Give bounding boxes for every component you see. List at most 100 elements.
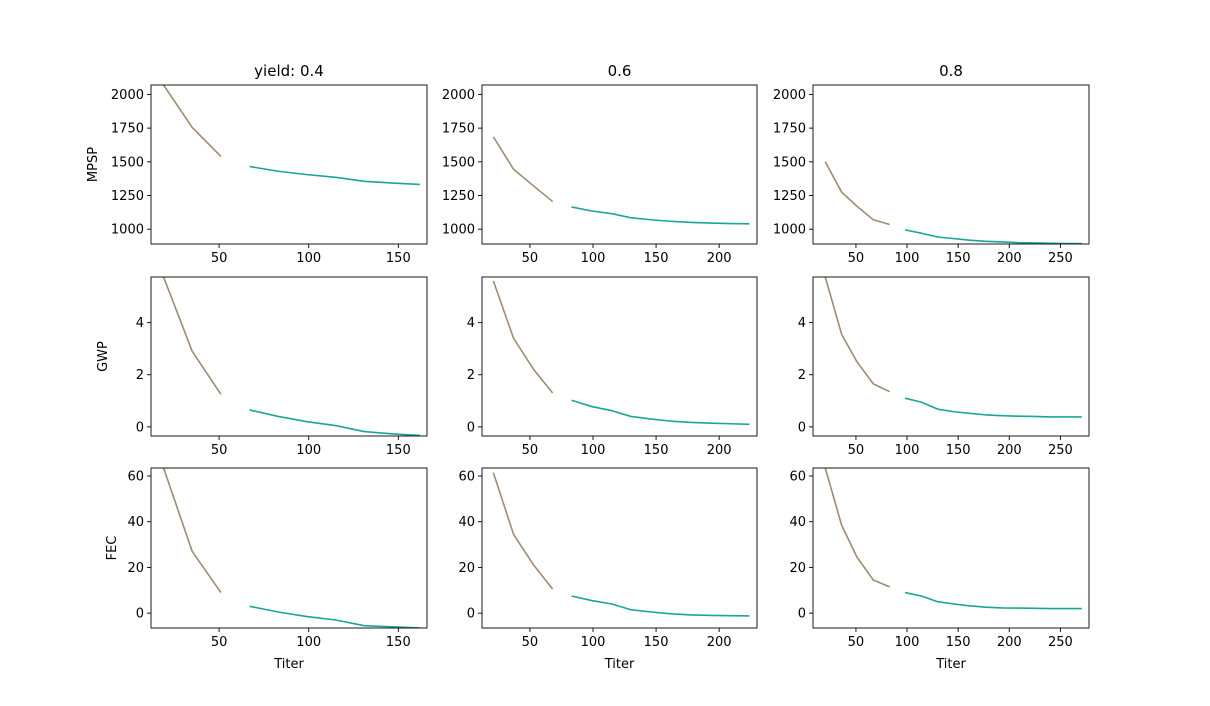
y-tick-label: 1000 [111,223,144,238]
y-axis-label: FEC [105,536,120,561]
panel-1-1: 50 100 150 200 0 2 4 [467,276,758,458]
x-tick-label: 150 [946,443,971,458]
y-tick-label: 20 [127,561,144,576]
x-axis-label: Titer [273,657,304,672]
x-tick-label: 200 [707,251,732,266]
x-tick-label: 50 [848,443,865,458]
y-tick-label: 1000 [442,223,475,238]
x-tick-label: 150 [644,443,669,458]
y-tick-label: 60 [789,470,806,485]
panel-frame [481,276,758,437]
y-tick-label: 60 [127,470,144,485]
panel-2-0: 50 100 150 0 20 40 60 Titer FEC [105,467,428,672]
panel-0-1: 50 100 150 200 1000 1250 1500 1750 2000 0.6 [442,62,758,266]
series-line-low-titer [492,280,554,394]
y-tick-label: 20 [458,561,475,576]
column-title: 0.6 [608,62,632,80]
x-tick-label: 50 [848,251,865,266]
series-line-high-titer [571,399,750,426]
y-tick-label: 40 [789,515,806,530]
panel-frame [481,467,758,629]
x-tick-label: 200 [707,635,732,650]
series-line-high-titer [904,397,1082,418]
x-tick-label: 50 [211,251,228,266]
x-tick-label: 100 [581,251,606,266]
y-tick-label: 60 [458,470,475,485]
x-tick-label: 250 [1048,635,1073,650]
panel-frame [812,84,1090,245]
x-tick-label: 150 [386,635,411,650]
panel-frame [812,276,1090,437]
series-line-high-titer [249,605,420,628]
x-tick-label: 100 [895,635,920,650]
y-tick-label: 4 [467,316,475,331]
x-tick-label: 100 [296,443,321,458]
x-tick-label: 200 [707,443,732,458]
panel-frame [150,84,428,245]
series-line-low-titer [162,277,222,395]
y-axis-label: MPSP [86,147,101,182]
y-tick-label: 1500 [442,155,475,170]
y-tick-label: 1250 [111,189,144,204]
x-axis-label: Titer [935,657,966,672]
y-tick-label: 0 [136,420,144,435]
y-tick-label: 2000 [111,88,144,103]
column-title: yield: 0.4 [254,62,324,80]
y-tick-label: 1250 [442,189,475,204]
y-tick-label: 4 [136,316,144,331]
series-line-high-titer [904,591,1082,610]
x-tick-label: 50 [211,443,228,458]
series-line-low-titer [492,472,554,590]
y-tick-label: 1750 [773,122,806,137]
series-line-low-titer [492,136,554,203]
y-tick-label: 20 [789,561,806,576]
column-title: 0.8 [939,62,963,80]
series-line-high-titer [249,409,420,436]
x-tick-label: 50 [211,635,228,650]
x-tick-label: 50 [522,251,539,266]
panel-0-2: 50 100 150 200 250 1000 1250 1500 1750 2000 0.8 [773,62,1090,266]
y-tick-label: 0 [467,607,475,622]
x-axis-label: Titer [604,657,635,672]
y-tick-label: 4 [798,316,806,331]
x-tick-label: 250 [1048,443,1073,458]
y-tick-label: 1500 [773,155,806,170]
y-tick-label: 0 [798,607,806,622]
x-tick-label: 100 [296,251,321,266]
panel-1-2: 50 100 150 200 250 0 2 4 [798,276,1090,458]
y-tick-label: 40 [458,515,475,530]
y-tick-label: 1500 [111,155,144,170]
series-line-low-titer [824,161,890,226]
x-tick-label: 100 [895,443,920,458]
x-tick-label: 200 [997,443,1022,458]
y-tick-label: 0 [136,607,144,622]
x-tick-label: 150 [946,635,971,650]
x-tick-label: 150 [946,251,971,266]
series-line-low-titer [162,468,222,594]
panel-0-0: 50 100 150 1000 1250 1500 1750 2000 yield: 0.4 MP… [86,62,428,266]
y-tick-label: 40 [127,515,144,530]
y-tick-label: 2000 [442,88,475,103]
x-tick-label: 250 [1048,251,1073,266]
x-tick-label: 150 [386,251,411,266]
x-tick-label: 150 [644,635,669,650]
x-tick-label: 100 [296,635,321,650]
x-tick-label: 100 [581,635,606,650]
y-tick-label: 2000 [773,88,806,103]
x-tick-label: 150 [644,251,669,266]
y-tick-label: 0 [467,420,475,435]
series-line-high-titer [571,206,750,225]
x-tick-label: 50 [522,635,539,650]
panel-2-2: 50 100 150 200 250 0 20 40 60 Titer [789,467,1090,672]
series-line-high-titer [249,165,420,186]
x-tick-label: 100 [895,251,920,266]
x-tick-label: 50 [522,443,539,458]
panel-frame [812,467,1090,629]
x-tick-label: 150 [386,443,411,458]
panel-frame [150,276,428,437]
y-tick-label: 1750 [111,122,144,137]
panel-1-0: 50 100 150 0 2 4 GWP [96,276,428,458]
panel-2-1: 50 100 150 200 0 20 40 60 Titer [458,467,758,672]
y-tick-label: 1250 [773,189,806,204]
